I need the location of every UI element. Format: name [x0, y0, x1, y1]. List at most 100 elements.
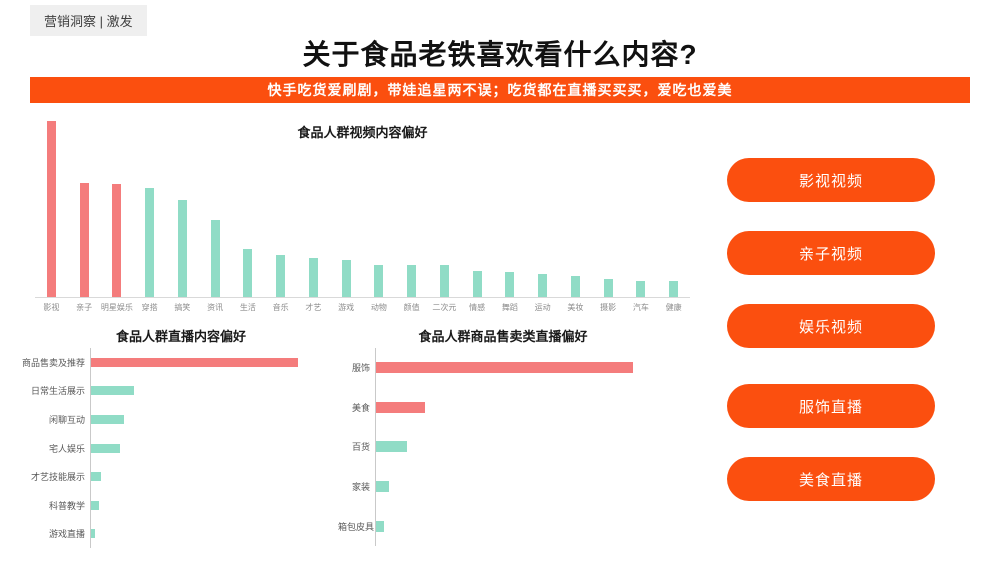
- bar-track: [90, 376, 342, 406]
- chart-row: 家装: [338, 466, 668, 507]
- bar-track: [90, 462, 342, 491]
- x-axis-label: 舞蹈: [501, 303, 518, 312]
- bar: [603, 279, 613, 297]
- live-commerce-chart-rows: 服饰美食百货家装箱包皮具: [338, 348, 668, 546]
- bar-column: [68, 183, 101, 297]
- live-commerce-preference-chart: 食品人群商品售卖类直播偏好 服饰美食百货家装箱包皮具: [338, 326, 668, 546]
- bar-track: [90, 348, 342, 377]
- bar: [79, 183, 89, 297]
- bar: [91, 472, 101, 482]
- y-axis-label: 美食: [351, 402, 370, 413]
- chart-row: 宅人娱乐: [20, 433, 342, 463]
- bar-track: [90, 519, 342, 549]
- bar-column: [166, 200, 199, 297]
- bar-column: [494, 272, 527, 297]
- bar: [308, 258, 318, 297]
- bar: [374, 265, 384, 297]
- bar-column: [657, 281, 690, 297]
- pill-movie-video: 影视视频: [727, 158, 935, 202]
- bar: [376, 401, 425, 413]
- bar: [91, 414, 124, 424]
- bar-track: [90, 433, 342, 463]
- x-axis-label: 穿搭: [141, 303, 158, 312]
- deck-badge: 营销洞察 | 激发: [30, 5, 147, 36]
- bar-column: [133, 188, 166, 297]
- bar-column: [232, 249, 265, 297]
- x-axis-label: 音乐: [272, 303, 289, 312]
- x-axis-label: 游戏: [338, 303, 355, 312]
- bar-track: [375, 387, 668, 428]
- bar: [439, 265, 449, 297]
- y-axis-label: 才艺技能展示: [30, 472, 85, 483]
- bar: [538, 274, 548, 297]
- bar-column: [395, 265, 428, 297]
- chart-row: 闲聊互动: [20, 405, 342, 434]
- bar: [91, 443, 120, 453]
- x-axis-label: 汽车: [632, 303, 649, 312]
- pill-parenting-video: 亲子视频: [727, 231, 935, 275]
- bar: [46, 121, 56, 297]
- bar-track: [375, 506, 668, 546]
- chart-row: 箱包皮具: [338, 506, 668, 546]
- highlight-pills: 影视视频 亲子视频 娱乐视频 服饰直播 美食直播: [727, 158, 935, 501]
- bar: [91, 357, 298, 367]
- y-axis-label: 闲聊互动: [48, 414, 85, 425]
- x-axis-label: 资讯: [207, 303, 224, 312]
- chart-row: 美食: [338, 387, 668, 428]
- y-axis-label: 家装: [351, 482, 370, 493]
- x-axis-label: 影视: [43, 303, 60, 312]
- bar-column: [264, 255, 297, 297]
- y-axis-label: 游戏直播: [48, 529, 85, 540]
- chart-row: 服饰: [338, 348, 668, 388]
- bar: [669, 281, 679, 297]
- bar: [636, 281, 646, 297]
- bar-column: [330, 260, 363, 297]
- chart-row: 商品售卖及推荐: [20, 348, 342, 377]
- chart-row: 百货: [338, 427, 668, 467]
- bar-column: [625, 281, 658, 297]
- pill-food-live: 美食直播: [727, 457, 935, 501]
- bar-track: [375, 466, 668, 507]
- bar: [91, 500, 99, 510]
- bar-column: [199, 220, 232, 297]
- live-content-chart-rows: 商品售卖及推荐 日常生活展示 闲聊互动 宅人娱乐 才艺技能展示 科普教学 游戏直播: [20, 348, 342, 549]
- bar: [505, 272, 515, 297]
- bar: [376, 520, 384, 532]
- bar: [341, 260, 351, 297]
- y-axis-label: 百货: [351, 442, 370, 453]
- x-axis-label: 才艺: [305, 303, 322, 312]
- bar: [91, 529, 95, 539]
- x-axis-label: 动物: [370, 303, 387, 312]
- live-commerce-chart-title: 食品人群商品售卖类直播偏好: [418, 329, 588, 344]
- y-axis-label: 服饰: [351, 363, 370, 374]
- bar-column: [592, 279, 625, 297]
- bar: [376, 481, 389, 493]
- pill-entertainment-video: 娱乐视频: [727, 304, 935, 348]
- x-axis-label: 二次元: [432, 303, 457, 312]
- y-axis-label: 日常生活展示: [30, 386, 85, 397]
- bar: [570, 276, 580, 297]
- live-content-preference-chart: 食品人群直播内容偏好 商品售卖及推荐 日常生活展示 闲聊互动 宅人娱乐 才艺技能展示 科普…: [20, 326, 342, 549]
- slide-title: 关于食品老铁喜欢看什么内容?: [302, 39, 698, 70]
- bar: [472, 271, 482, 297]
- bar-column: [428, 265, 461, 297]
- x-axis-label: 摄影: [600, 303, 617, 312]
- bar: [112, 184, 122, 297]
- chart-row: 游戏直播: [20, 519, 342, 549]
- x-axis-label: 健康: [665, 303, 682, 312]
- bar-column: [363, 265, 396, 297]
- video-chart-x-axis: 影视 亲子 明星娱乐 穿搭 搞笑 资讯 生活 音乐 才艺 游戏 动物 颜值 二次元 情感 舞蹈 运动 美妆 摄影 汽…: [35, 302, 690, 313]
- bar: [407, 265, 417, 297]
- bar-track: [375, 348, 668, 388]
- x-axis-label: 美妆: [567, 303, 584, 312]
- bar: [91, 386, 134, 396]
- chart-row: 日常生活展示: [20, 376, 342, 406]
- bar: [210, 220, 220, 297]
- bar-column: [297, 258, 330, 297]
- y-axis-label: 宅人娱乐: [48, 443, 85, 454]
- bar: [177, 200, 187, 297]
- live-content-chart-title: 食品人群直播内容偏好: [115, 329, 246, 344]
- x-axis-label: 亲子: [76, 303, 93, 312]
- chart-row: 才艺技能展示: [20, 462, 342, 491]
- video-chart-title: 食品人群视频内容偏好: [297, 125, 428, 140]
